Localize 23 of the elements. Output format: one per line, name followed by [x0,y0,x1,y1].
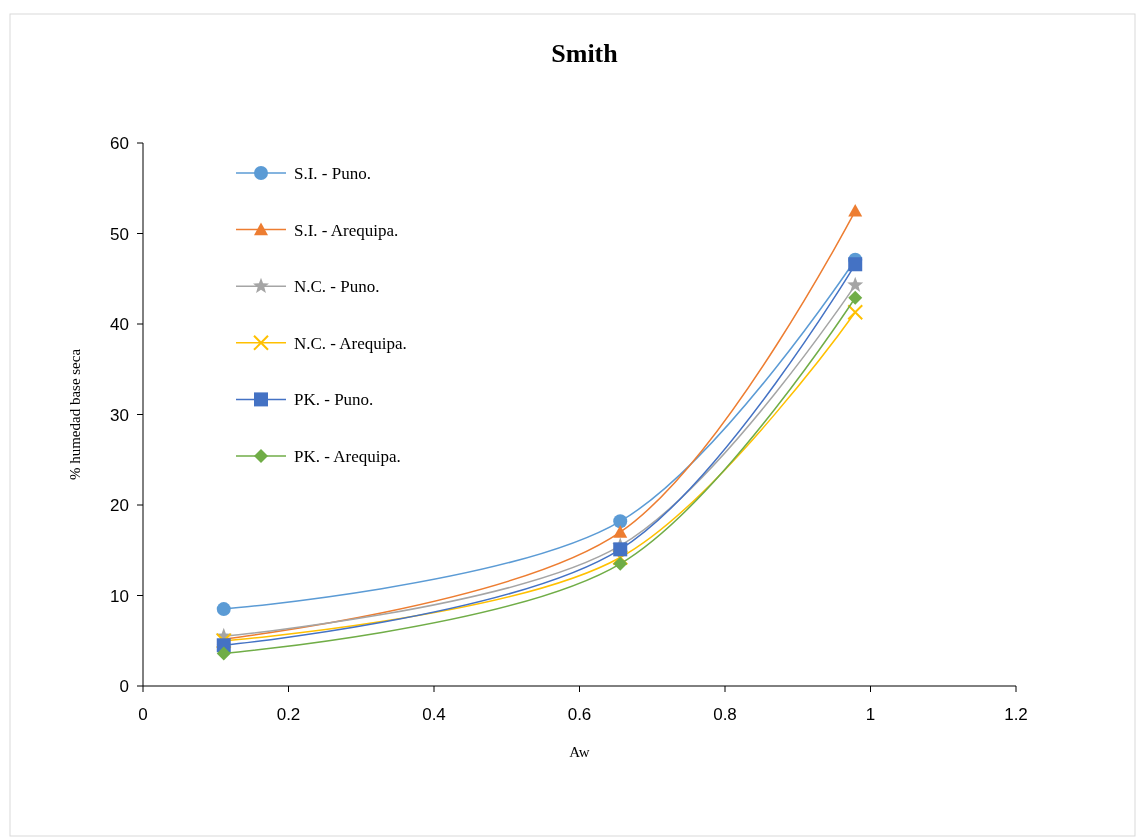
x-tick-label: 0.4 [422,705,446,724]
chart-title: Smith [551,39,619,68]
y-tick-label: 10 [110,586,129,606]
x-tick-label: 1.2 [1004,705,1028,724]
x-tick-label: 1 [865,705,876,724]
y-tick-label: 0 [119,677,129,696]
y-tick-label: 60 [110,134,129,153]
y-axis-title: % humedad base seca [67,348,83,481]
legend-label: N.C. - Puno. [294,277,380,297]
y-tick-label: 20 [110,496,129,515]
legend-label: N.C. - Arequipa. [294,333,407,353]
x-tick-label: 0 [138,705,148,724]
y-tick-label: 50 [110,224,129,244]
y-tick-label: 30 [110,405,129,425]
legend-label: PK. - Arequipa. [294,447,401,466]
x-tick-label: 0.8 [713,705,737,724]
legend-label: S.I. - Puno. [294,164,371,183]
legend-label: S.I. - Arequipa. [294,220,399,240]
x-tick-label: 0.6 [567,705,592,724]
x-axis-title: Aw [569,744,590,760]
y-tick-label: 40 [110,315,129,334]
x-tick-label: 0.2 [276,705,301,724]
legend-label: PK. - Puno. [294,390,374,410]
